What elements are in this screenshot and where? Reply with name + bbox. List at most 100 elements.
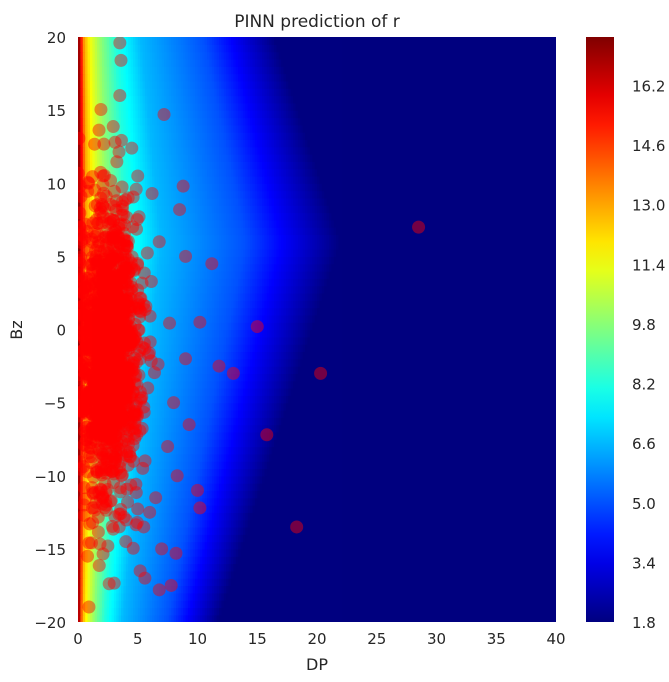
field-cell bbox=[183, 512, 187, 521]
field-cell bbox=[338, 548, 342, 557]
field-cell bbox=[336, 512, 340, 521]
field-cell bbox=[262, 585, 266, 594]
field-cell bbox=[171, 490, 175, 499]
field-cell bbox=[309, 453, 313, 462]
field-cell bbox=[121, 534, 125, 543]
field-cell bbox=[240, 541, 244, 550]
field-cell bbox=[297, 512, 301, 521]
field-cell bbox=[202, 607, 206, 616]
field-cell bbox=[300, 497, 304, 506]
field-cell bbox=[207, 607, 211, 616]
field-cell bbox=[300, 526, 304, 535]
field-cell bbox=[195, 526, 199, 535]
field-cell bbox=[338, 366, 342, 374]
field-cell bbox=[328, 556, 332, 565]
field-cell bbox=[297, 395, 301, 404]
field-cell bbox=[130, 424, 134, 433]
field-cell bbox=[238, 556, 242, 565]
field-cell bbox=[99, 570, 103, 579]
field-cell bbox=[317, 556, 320, 565]
field-cell bbox=[221, 453, 225, 462]
field-cell bbox=[338, 329, 342, 338]
field-cell bbox=[302, 395, 306, 404]
field-cell bbox=[180, 490, 184, 499]
field-cell bbox=[123, 519, 127, 528]
field-cell bbox=[164, 614, 168, 622]
field-cell bbox=[159, 490, 163, 499]
field-cell bbox=[94, 409, 98, 418]
field-cell bbox=[149, 526, 153, 535]
field-cell bbox=[202, 373, 206, 382]
field-cell bbox=[288, 490, 292, 499]
field-cell bbox=[235, 431, 239, 440]
field-cell bbox=[137, 614, 141, 622]
field-cell bbox=[137, 402, 141, 411]
field-cell bbox=[338, 461, 342, 470]
field-cell bbox=[180, 519, 184, 528]
field-cell bbox=[223, 519, 227, 528]
field-cell bbox=[266, 424, 270, 433]
field-cell bbox=[168, 548, 172, 557]
field-cell bbox=[276, 600, 280, 608]
field-cell bbox=[314, 534, 318, 543]
field-cell bbox=[85, 512, 89, 521]
field-cell bbox=[259, 388, 263, 396]
field-cell bbox=[338, 322, 342, 331]
field-cell bbox=[338, 592, 342, 601]
field-cell bbox=[262, 453, 266, 462]
field-cell bbox=[154, 556, 158, 565]
field-cell bbox=[290, 402, 294, 411]
field-cell bbox=[190, 409, 194, 418]
field-cell bbox=[209, 388, 213, 396]
field-cell bbox=[223, 431, 227, 440]
field-cell bbox=[109, 461, 113, 470]
field-cell bbox=[113, 409, 117, 418]
field-cell bbox=[192, 439, 196, 448]
field-cell bbox=[137, 468, 141, 477]
field-cell bbox=[204, 453, 208, 462]
field-cell bbox=[266, 512, 270, 521]
field-cell bbox=[125, 424, 129, 433]
field-cell bbox=[314, 585, 318, 594]
field-cell bbox=[223, 570, 227, 579]
field-cell bbox=[250, 578, 254, 587]
field-cell bbox=[99, 446, 103, 455]
field-cell bbox=[99, 505, 103, 513]
field-cell bbox=[250, 468, 254, 477]
field-cell bbox=[338, 578, 342, 587]
field-cell bbox=[164, 607, 168, 616]
field-cell bbox=[106, 497, 110, 506]
field-cell bbox=[164, 541, 168, 550]
field-cell bbox=[290, 409, 294, 418]
field-cell bbox=[204, 541, 208, 550]
field-cell bbox=[99, 395, 103, 404]
field-cell bbox=[78, 614, 81, 622]
field-cell bbox=[336, 519, 340, 528]
field-cell bbox=[285, 556, 289, 565]
field-cell bbox=[328, 388, 332, 396]
field-cell bbox=[202, 592, 206, 601]
field-cell bbox=[305, 431, 309, 440]
field-cell bbox=[152, 468, 156, 477]
field-cell bbox=[185, 548, 189, 557]
field-cell bbox=[116, 512, 120, 521]
field-cell bbox=[326, 570, 330, 579]
field-cell bbox=[309, 395, 313, 404]
field-cell bbox=[183, 402, 187, 411]
field-cell bbox=[254, 373, 258, 382]
field-cell bbox=[152, 505, 156, 513]
field-cell bbox=[254, 534, 258, 543]
field-cell bbox=[269, 585, 273, 594]
field-cell bbox=[147, 519, 151, 528]
field-cell bbox=[207, 373, 211, 382]
field-cell bbox=[135, 388, 139, 396]
field-cell bbox=[252, 461, 256, 470]
field-cell bbox=[185, 409, 189, 418]
field-cell bbox=[144, 526, 148, 535]
field-cell bbox=[278, 439, 282, 448]
field-cell bbox=[223, 395, 227, 404]
field-cell bbox=[283, 402, 287, 411]
field-cell bbox=[290, 380, 294, 389]
field-cell bbox=[293, 600, 297, 608]
field-cell bbox=[221, 388, 225, 396]
